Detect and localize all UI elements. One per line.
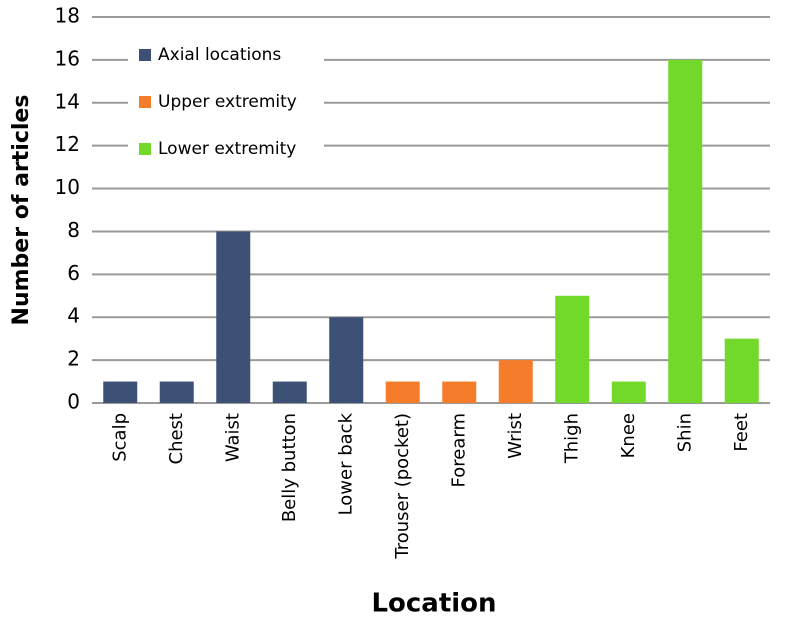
x-tick-label: Shin <box>674 413 695 452</box>
legend-swatch <box>139 96 151 108</box>
bar <box>724 338 759 403</box>
x-tick-label: Waist <box>222 413 243 462</box>
bar <box>216 231 251 403</box>
bar <box>272 381 307 403</box>
y-tick-label: 18 <box>55 4 80 28</box>
y-tick-label: 6 <box>67 261 80 285</box>
x-tick-label: Chest <box>166 413 187 465</box>
legend-swatch <box>139 49 151 61</box>
bar <box>668 59 703 404</box>
y-tick-label: 0 <box>67 390 80 414</box>
bar <box>611 381 646 403</box>
x-tick-label: Feet <box>731 413 752 452</box>
x-tick-label: Scalp <box>109 413 130 462</box>
y-tick-label: 8 <box>67 218 80 242</box>
bar <box>442 381 477 403</box>
legend-background <box>128 36 324 170</box>
legend-label: Upper extremity <box>158 92 297 112</box>
legend-label: Axial locations <box>158 45 281 65</box>
bar <box>498 360 533 403</box>
legend-label: Lower extremity <box>158 139 296 159</box>
y-tick-label: 2 <box>67 347 80 371</box>
x-tick-label: Lower back <box>335 412 356 515</box>
y-tick-label: 4 <box>67 304 80 328</box>
x-tick-label: Trouser (pocket) <box>392 413 413 560</box>
y-tick-label: 16 <box>55 46 80 70</box>
bar <box>329 317 364 403</box>
x-tick-label: Thigh <box>561 413 582 464</box>
bar <box>385 381 420 403</box>
x-axis-label: Location <box>371 589 496 619</box>
x-tick-label: Forearm <box>448 413 469 487</box>
y-tick-label: 12 <box>55 132 80 156</box>
y-axis-label: Number of articles <box>9 95 34 326</box>
x-tick-label: Knee <box>618 413 639 458</box>
x-tick-label: Belly button <box>279 413 300 522</box>
y-tick-label: 14 <box>55 89 80 113</box>
bar <box>103 381 138 403</box>
x-tick-label: Wrist <box>505 413 526 459</box>
bar <box>555 295 590 403</box>
legend-swatch <box>139 143 151 155</box>
y-tick-label: 10 <box>55 175 80 199</box>
bar <box>159 381 194 403</box>
